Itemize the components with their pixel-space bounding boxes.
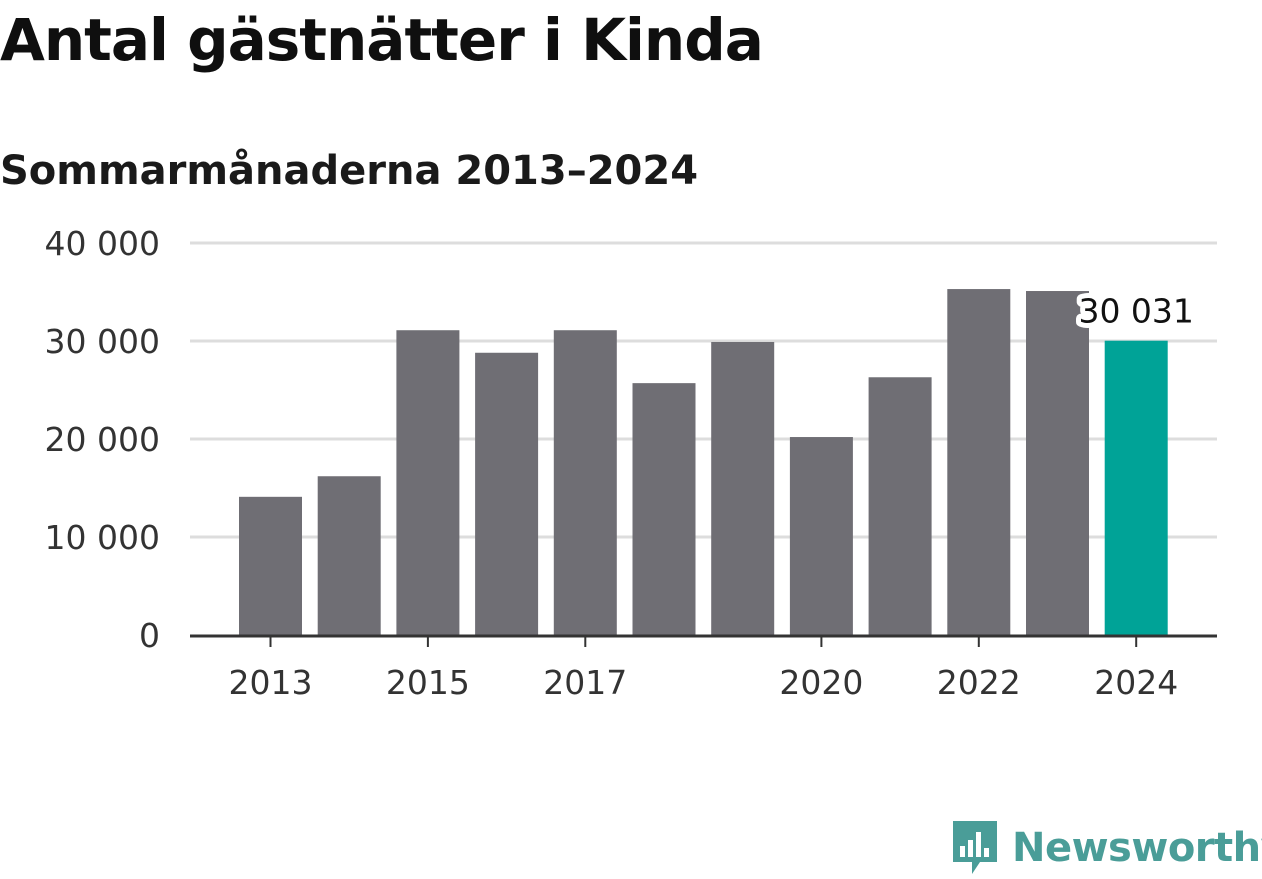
chart-title: Antal gästnätter i Kinda (0, 6, 764, 74)
bar (553, 330, 617, 635)
y-tick-label: 10 000 (45, 518, 160, 557)
bar (396, 330, 460, 635)
bar-highlight (1104, 340, 1168, 635)
x-tick-label: 2017 (543, 663, 627, 702)
bar (475, 352, 539, 635)
bar (317, 476, 381, 635)
y-tick-label: 0 (139, 616, 160, 655)
bar (947, 289, 1011, 635)
chart-subtitle: Sommarmånaderna 2013–2024 (0, 148, 699, 194)
x-tick-label: 2022 (937, 663, 1021, 702)
brand-name: Newsworthy (1012, 825, 1262, 871)
bar (789, 437, 853, 635)
bar (239, 496, 302, 635)
newsworthy-logo: Newsworthy (950, 818, 1262, 878)
bar (868, 377, 932, 635)
value-label: 30 031 (1078, 292, 1193, 331)
y-tick-label: 30 000 (45, 322, 160, 361)
bar (632, 383, 696, 635)
x-tick-label: 2015 (386, 663, 470, 702)
bar (711, 341, 775, 635)
y-tick-label: 40 000 (45, 224, 160, 263)
bar-chart-speech-bubble-icon (953, 821, 997, 874)
value-label-halo: 30 031 (1078, 292, 1193, 331)
x-tick-label: 2024 (1094, 663, 1178, 702)
x-tick-label: 2013 (229, 663, 313, 702)
y-tick-label: 20 000 (45, 420, 160, 459)
x-tick-label: 2020 (779, 663, 863, 702)
bar (1026, 291, 1089, 635)
